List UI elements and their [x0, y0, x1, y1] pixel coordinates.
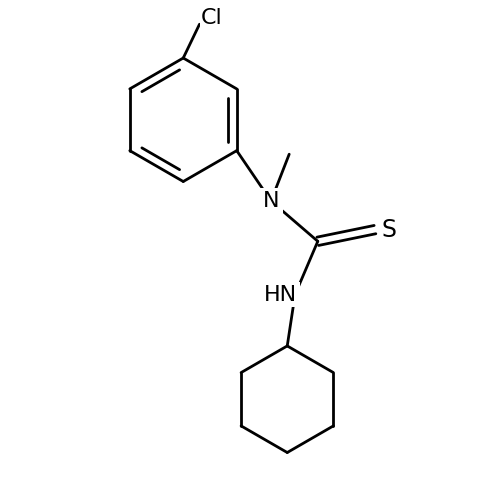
Text: N: N	[263, 191, 279, 211]
Text: HN: HN	[264, 285, 297, 305]
Text: S: S	[382, 217, 397, 241]
Text: Cl: Cl	[200, 8, 222, 28]
